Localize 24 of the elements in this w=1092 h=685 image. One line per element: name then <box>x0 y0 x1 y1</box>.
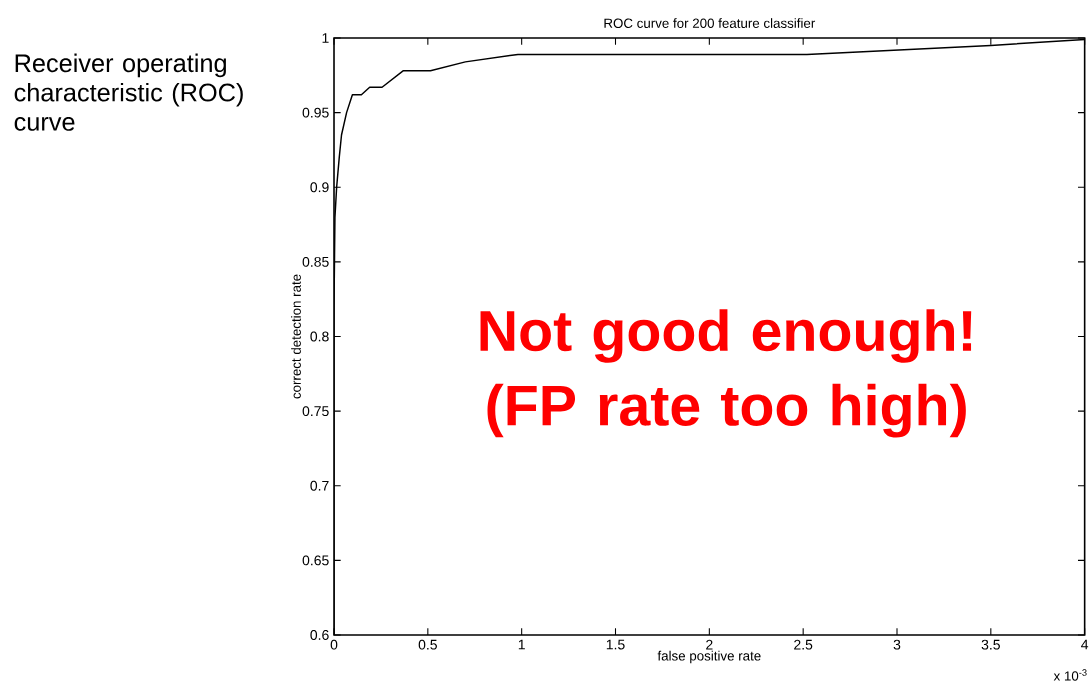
y-tick-label: 0.6 <box>310 630 329 640</box>
text: Receiver operating characteristic (ROC) curve <box>14 53 243 131</box>
x-tick-label: 0 <box>330 639 338 650</box>
y-tick-label: 1 <box>322 33 329 43</box>
x-tick-label: 3 <box>893 639 901 650</box>
y-tick-label: 0.75 <box>302 406 329 417</box>
y-tick-label: 0.7 <box>310 480 329 491</box>
y-tick-label: 0.8 <box>310 331 329 342</box>
annotation: Not good enough! (FP rate too high) <box>480 309 972 438</box>
y-tick-label: 0.9 <box>310 182 329 193</box>
x-axis-title: false positive rate <box>657 650 761 664</box>
text: x 10$^{-3}$ <box>1053 669 1087 681</box>
x-tick-label: 0.5 <box>418 639 437 650</box>
x-tick-label: 2.5 <box>794 639 813 650</box>
x-tick-label: 1.5 <box>606 639 625 650</box>
chart-title: ROC curve for 200 feature classifier <box>604 18 816 28</box>
x-tick-label: 2 <box>706 639 713 650</box>
y-tick-label: 0.65 <box>302 555 329 566</box>
x-tick-label: 3.5 <box>981 639 1000 650</box>
x-tick-label: 4 <box>1081 639 1089 650</box>
x-tick-label: 1 <box>518 639 525 650</box>
y-tick-label: 0.85 <box>302 256 329 267</box>
y-tick-label: 0.95 <box>302 107 329 118</box>
y-axis-title: correct detection rate <box>291 274 301 399</box>
